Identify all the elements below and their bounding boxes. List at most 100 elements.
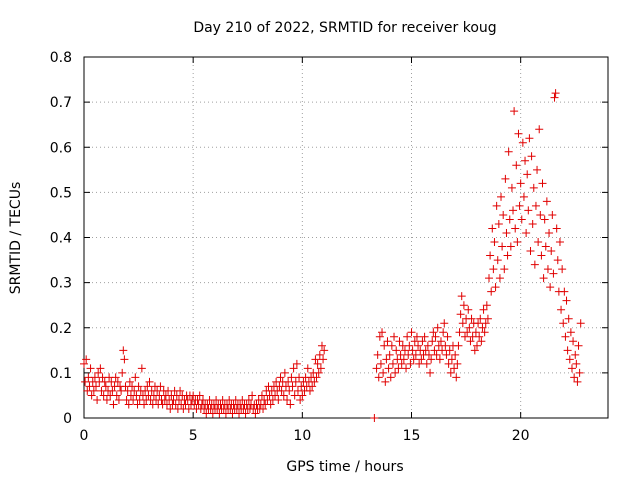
data-point bbox=[553, 256, 562, 265]
data-point bbox=[436, 337, 445, 346]
data-point bbox=[528, 219, 537, 228]
data-point bbox=[477, 337, 486, 346]
data-point bbox=[418, 337, 427, 346]
data-point bbox=[535, 125, 544, 134]
data-point bbox=[439, 328, 448, 337]
data-point bbox=[385, 350, 394, 359]
data-point bbox=[457, 292, 466, 301]
data-point bbox=[374, 373, 383, 382]
data-point bbox=[455, 328, 464, 337]
data-point bbox=[396, 350, 405, 359]
data-point bbox=[370, 414, 379, 422]
data-point bbox=[569, 337, 578, 346]
data-point bbox=[428, 337, 437, 346]
data-point bbox=[248, 391, 257, 400]
data-point bbox=[313, 359, 322, 368]
data-point bbox=[504, 147, 513, 156]
data-point bbox=[120, 355, 129, 364]
data-point bbox=[251, 409, 260, 418]
data-point bbox=[524, 206, 533, 215]
data-point bbox=[542, 197, 551, 206]
data-point bbox=[433, 323, 442, 332]
data-point bbox=[296, 395, 305, 404]
data-point bbox=[453, 359, 462, 368]
data-point bbox=[452, 373, 461, 382]
data-point bbox=[512, 161, 521, 170]
data-point bbox=[397, 359, 406, 368]
data-point bbox=[408, 346, 417, 355]
data-point bbox=[423, 341, 432, 350]
data-point bbox=[552, 224, 561, 233]
data-point bbox=[390, 332, 399, 341]
data-point bbox=[402, 364, 411, 373]
data-point bbox=[447, 355, 456, 364]
data-point bbox=[571, 350, 580, 359]
data-point bbox=[561, 332, 570, 341]
data-point bbox=[555, 238, 564, 247]
data-point bbox=[510, 107, 519, 116]
data-point bbox=[311, 355, 320, 364]
data-point bbox=[483, 314, 492, 323]
data-point bbox=[380, 341, 389, 350]
data-point bbox=[394, 364, 403, 373]
data-point bbox=[320, 346, 329, 355]
data-point bbox=[450, 364, 459, 373]
data-point bbox=[303, 364, 312, 373]
x-tick-label: 5 bbox=[189, 428, 198, 444]
data-point bbox=[539, 274, 548, 283]
data-point bbox=[500, 265, 509, 274]
data-point bbox=[548, 210, 557, 219]
data-point bbox=[467, 314, 476, 323]
data-point bbox=[444, 359, 453, 368]
data-point bbox=[513, 238, 522, 247]
data-point bbox=[430, 346, 439, 355]
data-point bbox=[112, 391, 121, 400]
data-point bbox=[536, 210, 545, 219]
data-point bbox=[298, 391, 307, 400]
data-point bbox=[410, 337, 419, 346]
data-point bbox=[464, 305, 473, 314]
data-point bbox=[570, 373, 579, 382]
data-point bbox=[497, 192, 506, 201]
data-point bbox=[514, 129, 523, 138]
data-point bbox=[89, 386, 98, 395]
data-point bbox=[93, 395, 102, 404]
data-point bbox=[386, 373, 395, 382]
data-point bbox=[383, 337, 392, 346]
data-point bbox=[421, 346, 430, 355]
data-point bbox=[257, 391, 266, 400]
data-point bbox=[384, 364, 393, 373]
data-point bbox=[487, 287, 496, 296]
data-point bbox=[285, 386, 294, 395]
data-point bbox=[82, 355, 91, 364]
data-point bbox=[279, 391, 288, 400]
data-point bbox=[471, 328, 480, 337]
x-tick-label: 15 bbox=[403, 428, 421, 444]
data-point bbox=[526, 247, 535, 256]
data-point bbox=[465, 323, 474, 332]
data-point bbox=[424, 350, 433, 359]
data-point bbox=[176, 386, 185, 395]
data-point bbox=[563, 346, 572, 355]
data-point bbox=[94, 368, 103, 377]
data-point bbox=[492, 201, 501, 210]
y-tick-label: 0.4 bbox=[50, 231, 72, 247]
data-point bbox=[90, 373, 99, 382]
data-point bbox=[456, 310, 465, 319]
data-point bbox=[317, 341, 326, 350]
data-point bbox=[475, 332, 484, 341]
data-point bbox=[431, 332, 440, 341]
data-point bbox=[499, 210, 508, 219]
data-point bbox=[515, 201, 524, 210]
data-point bbox=[476, 314, 485, 323]
data-point bbox=[143, 382, 152, 391]
data-point bbox=[286, 400, 295, 409]
data-point bbox=[287, 373, 296, 382]
data-point bbox=[134, 382, 143, 391]
data-point bbox=[501, 174, 510, 183]
data-point bbox=[516, 179, 525, 188]
y-tick-label: 0.3 bbox=[50, 276, 72, 292]
data-point bbox=[292, 359, 301, 368]
data-point bbox=[118, 368, 127, 377]
data-point bbox=[305, 386, 314, 395]
